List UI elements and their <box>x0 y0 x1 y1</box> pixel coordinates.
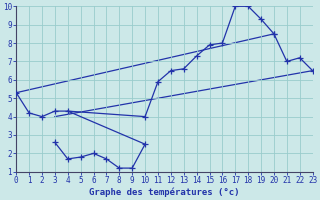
X-axis label: Graphe des températures (°c): Graphe des températures (°c) <box>89 188 240 197</box>
